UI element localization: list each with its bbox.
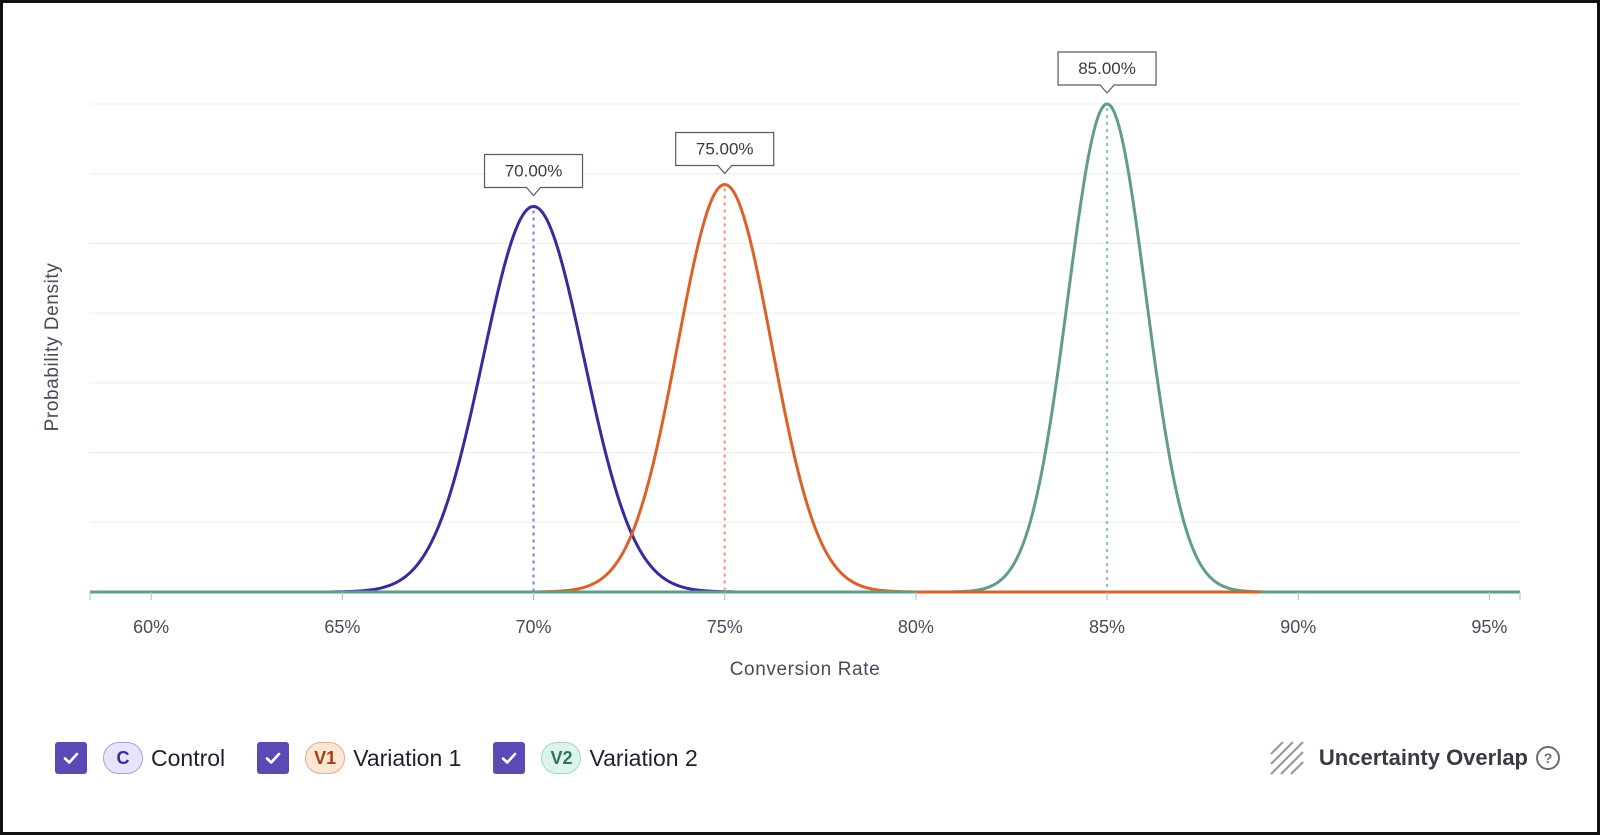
density-curve-variation-1 — [536, 183, 913, 594]
peak-label: 85.00% — [1057, 51, 1157, 94]
peak-label-box — [675, 131, 775, 175]
peak-label-text: 70.00% — [505, 161, 563, 180]
peak-label: 75.00% — [675, 131, 775, 175]
x-tick-label: 90% — [1280, 617, 1316, 637]
control-badge: C — [103, 742, 143, 774]
density-curves — [90, 102, 1520, 594]
question-circle-icon[interactable]: ? — [1536, 746, 1560, 770]
variation-1-badge: V1 — [305, 742, 346, 774]
peak-label-box — [483, 153, 584, 197]
density-curve-control — [331, 204, 736, 594]
diagonal-hatch-icon — [1270, 741, 1304, 775]
x-tick-label: 60% — [133, 617, 169, 637]
x-tick-label: 85% — [1089, 617, 1125, 637]
x-tick-label: 70% — [516, 617, 552, 637]
grid-lines — [90, 103, 1520, 523]
uncertainty-overlap-toggle[interactable]: Uncertainty Overlap ? — [1269, 738, 1560, 778]
control-checkbox[interactable] — [55, 742, 87, 774]
variation-1-checkbox[interactable] — [257, 742, 290, 774]
control-label: Control — [151, 744, 226, 771]
peak-label-text: 75.00% — [696, 140, 754, 159]
peak-labels: 85.00% 70.00% 75.00% — [483, 51, 1157, 197]
density-curve-variation-2 — [950, 102, 1264, 594]
x-axis: 60% 65% 70% 75% 80% 85% 90% 95% — [89, 592, 1521, 637]
x-axis-title: Conversion Rate — [730, 659, 881, 680]
variation-2-label: Variation 2 — [589, 744, 698, 771]
legend-item-variation-1[interactable]: V1 Variation 1 — [257, 742, 461, 774]
x-tick-label: 80% — [898, 617, 934, 637]
checkmark-icon — [265, 752, 281, 764]
x-tick-label: 65% — [324, 617, 360, 637]
x-tick-label: 95% — [1471, 617, 1507, 637]
legend: C Control V1 Variation 1 V2 Variation 2 — [55, 738, 730, 778]
legend-item-control[interactable]: C Control — [55, 742, 225, 774]
checkmark-icon — [502, 752, 517, 764]
peak-label-box — [1057, 51, 1157, 94]
peak-label-text: 85.00% — [1078, 59, 1136, 78]
x-tick-label: 75% — [707, 617, 743, 637]
peak-label: 70.00% — [483, 153, 584, 197]
checkmark-icon — [63, 752, 79, 764]
variation-2-checkbox[interactable] — [493, 742, 526, 774]
y-axis-title: Probability Density — [42, 263, 63, 432]
variation-1-label: Variation 1 — [353, 744, 462, 771]
legend-item-variation-2[interactable]: V2 Variation 2 — [493, 742, 698, 774]
uncertainty-overlap-label: Uncertainty Overlap — [1318, 745, 1528, 770]
variation-2-badge: V2 — [541, 742, 582, 774]
